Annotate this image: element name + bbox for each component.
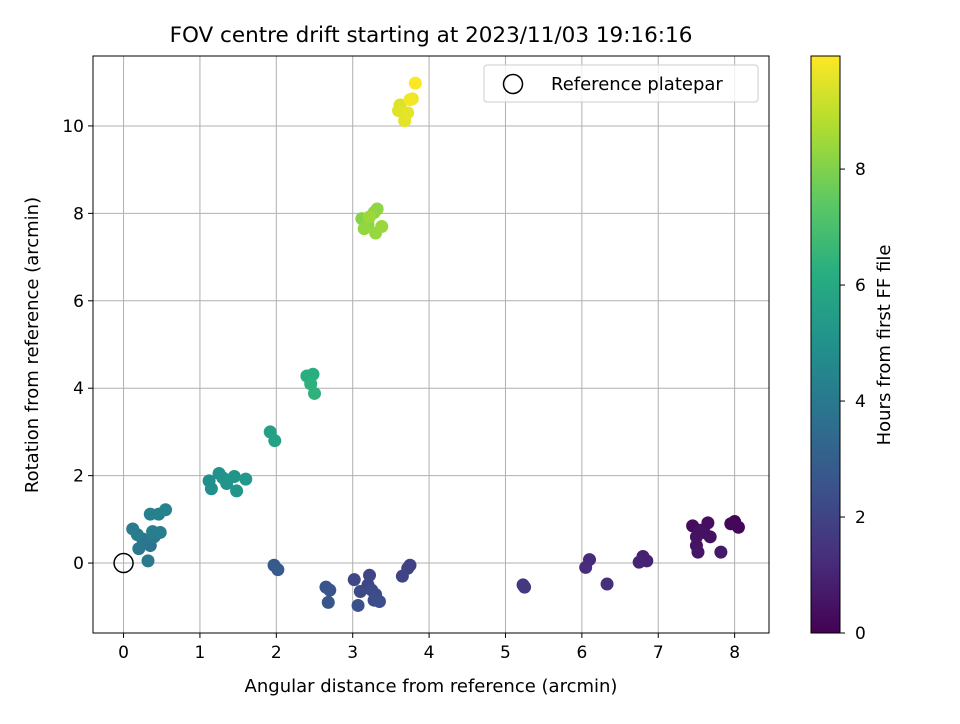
scatter-point bbox=[268, 434, 282, 448]
scatter-point bbox=[395, 569, 409, 583]
colorbar-tick-label: 0 bbox=[855, 624, 866, 644]
scatter-point bbox=[323, 583, 337, 597]
y-tick-label: 4 bbox=[73, 379, 84, 399]
y-tick-label: 8 bbox=[73, 204, 84, 224]
y-axis-label: Rotation from reference (arcmin) bbox=[22, 197, 43, 493]
x-axis-label: Angular distance from reference (arcmin) bbox=[245, 676, 618, 697]
x-tick-label: 0 bbox=[118, 643, 129, 663]
scatter-point bbox=[347, 573, 361, 587]
colorbar-ticks: 0 2 4 6 8 bbox=[840, 160, 866, 644]
scatter-point bbox=[130, 528, 144, 542]
colorbar-tick-label: 4 bbox=[855, 392, 866, 412]
scatter-point bbox=[146, 525, 160, 539]
scatter-point bbox=[579, 560, 593, 574]
colorbar-tick-label: 6 bbox=[855, 276, 866, 296]
scatter-point bbox=[403, 93, 417, 107]
scatter-point bbox=[132, 542, 146, 556]
y-tick-label: 0 bbox=[73, 554, 84, 574]
colorbar-tick-label: 8 bbox=[855, 160, 866, 180]
scatter-point bbox=[372, 595, 386, 609]
reference-point-marker bbox=[113, 552, 134, 574]
scatter-point bbox=[308, 386, 322, 400]
legend: Reference platepar bbox=[483, 64, 759, 103]
scatter-point bbox=[600, 577, 614, 591]
x-tick-label: 6 bbox=[576, 643, 587, 663]
scatter-point bbox=[401, 106, 415, 120]
colorbar-tick-label: 2 bbox=[855, 508, 866, 528]
scatter-point bbox=[363, 568, 377, 582]
scatter-point bbox=[351, 598, 365, 612]
scatter-points bbox=[126, 76, 745, 612]
scatter-point bbox=[714, 545, 728, 559]
scatter-point bbox=[141, 554, 155, 568]
plot-area bbox=[93, 56, 769, 633]
x-tick-label: 7 bbox=[653, 643, 664, 663]
scatter-point bbox=[691, 545, 705, 559]
axis-ticks: 0 1 2 3 4 5 6 7 8 0 2 4 6 8 10 bbox=[62, 117, 740, 663]
scatter-point bbox=[693, 523, 707, 537]
chart-title: FOV centre drift starting at 2023/11/03 … bbox=[170, 23, 693, 48]
x-tick-label: 8 bbox=[729, 643, 740, 663]
legend-label: Reference platepar bbox=[551, 74, 723, 95]
y-tick-label: 2 bbox=[73, 467, 84, 487]
legend-box bbox=[483, 64, 759, 103]
scatter-point bbox=[353, 584, 367, 598]
x-tick-label: 4 bbox=[424, 643, 435, 663]
scatter-point bbox=[204, 482, 218, 496]
scatter-point bbox=[271, 563, 285, 577]
x-tick-label: 1 bbox=[195, 643, 206, 663]
legend-marker bbox=[502, 73, 524, 95]
scatter-point bbox=[227, 470, 241, 484]
scatter-point bbox=[703, 530, 717, 544]
scatter-point bbox=[518, 580, 532, 594]
plot-frame bbox=[92, 55, 770, 634]
x-tick-label: 3 bbox=[347, 643, 358, 663]
scatter-point bbox=[375, 219, 389, 233]
colorbar: 0 2 4 6 8 Hours from first FF file bbox=[810, 55, 895, 644]
y-tick-label: 6 bbox=[73, 292, 84, 312]
colorbar-label: Hours from first FF file bbox=[874, 245, 895, 446]
scatter-point bbox=[408, 76, 422, 90]
scatter-point bbox=[239, 472, 253, 486]
x-tick-label: 2 bbox=[271, 643, 282, 663]
scatter-point bbox=[724, 517, 738, 531]
y-tick-label: 10 bbox=[62, 117, 84, 137]
scatter-point bbox=[230, 484, 244, 498]
scatter-point bbox=[632, 555, 646, 569]
scatter-point bbox=[321, 595, 335, 609]
scatter-point bbox=[357, 222, 371, 236]
colorbar-gradient bbox=[810, 55, 841, 634]
x-tick-label: 5 bbox=[500, 643, 511, 663]
scatter-point bbox=[363, 210, 377, 224]
scatter-point bbox=[159, 503, 173, 517]
